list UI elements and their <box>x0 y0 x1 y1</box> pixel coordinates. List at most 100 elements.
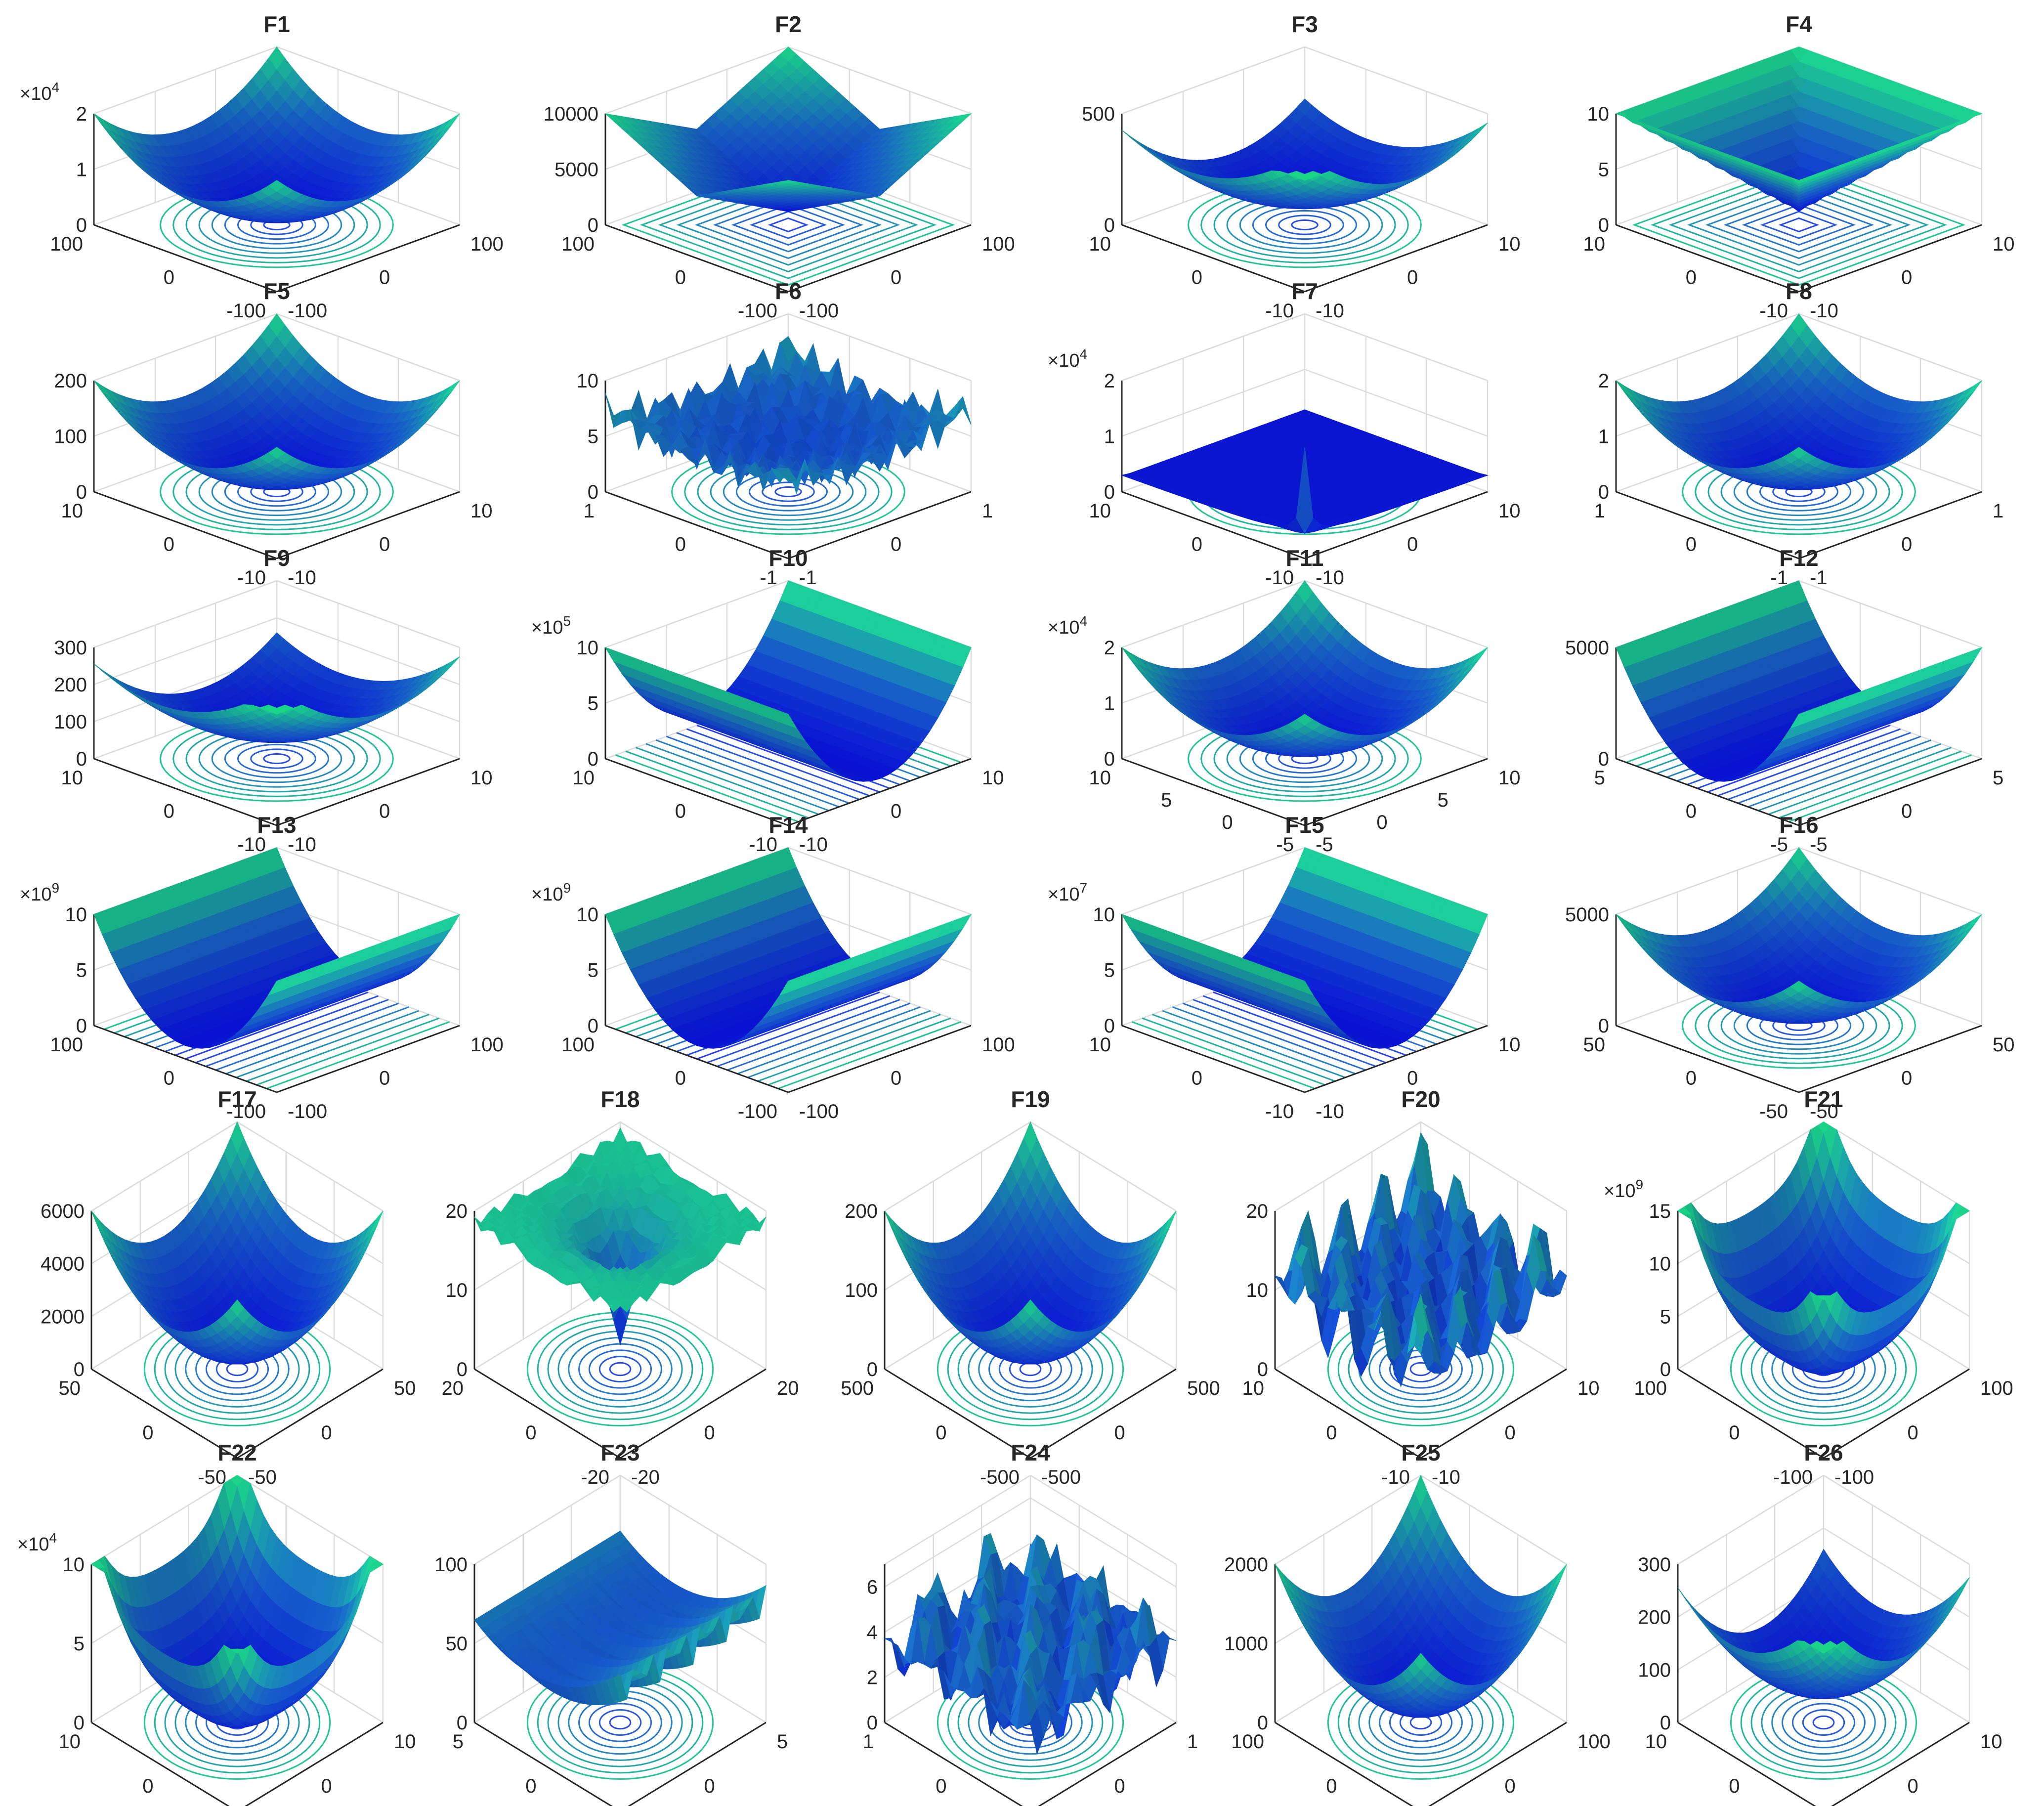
panel-title: F9 <box>263 545 290 571</box>
surface <box>1121 98 1488 210</box>
z-tick-label: 200 <box>54 370 87 392</box>
z-tick-label: 10 <box>577 637 599 659</box>
surface-patch <box>442 656 460 672</box>
panel-title: F1 <box>263 11 290 37</box>
z-tick-label: 100 <box>54 426 87 448</box>
x-tick-label: 10 <box>470 500 493 522</box>
x-tick-label: 100 <box>982 233 1015 255</box>
x-tick-label: 1 <box>1993 500 2003 522</box>
y-tick-label: 10 <box>1583 233 1606 255</box>
panel-title: F2 <box>775 11 802 37</box>
y-tick-label: 1 <box>584 500 595 522</box>
y-tick-label: 0 <box>164 801 174 822</box>
y-tick-label: 1 <box>1594 500 1605 522</box>
y-tick-label: 0 <box>164 267 174 289</box>
x-tick-label: 0 <box>379 534 390 556</box>
z-tick-label: 5 <box>1598 159 1609 181</box>
y-tick-label: -10 <box>237 567 266 589</box>
y-tick-label: 0 <box>675 267 686 289</box>
z-tick-label: 10 <box>577 370 599 392</box>
contour-line <box>625 750 809 819</box>
surface <box>1616 313 1982 490</box>
contour-line <box>1278 215 1331 235</box>
contour-line <box>263 753 291 765</box>
y-tick-label: 0 <box>675 534 686 556</box>
panel-title: F4 <box>1786 11 1812 37</box>
x-tick-label: 0 <box>891 534 901 556</box>
contour-line <box>1778 217 1820 233</box>
x-tick-label: 1 <box>982 500 993 522</box>
y-tick-label: 100 <box>561 233 595 255</box>
surface <box>1120 409 1489 534</box>
z-tick-label: 5000 <box>554 159 598 181</box>
z-tick-label: 0 <box>76 215 87 236</box>
x-tick-label: -10 <box>1316 300 1344 322</box>
y-tick-label: 100 <box>50 233 83 255</box>
x-tick-label: 10 <box>1498 500 1521 522</box>
surface <box>93 313 460 490</box>
x-tick-label: -100 <box>799 300 839 322</box>
contour-line <box>250 748 303 769</box>
surface <box>93 632 460 743</box>
contour-line <box>713 197 864 253</box>
y-tick-label: 0 <box>164 534 174 556</box>
panel-title: F7 <box>1291 278 1318 304</box>
y-tick-label: 0 <box>1686 267 1697 289</box>
z-tick-label: 5 <box>588 693 598 715</box>
x-tick-label: 10 <box>1498 233 1521 255</box>
y-tick-label: 10 <box>61 767 84 789</box>
panel-title: F5 <box>263 278 290 304</box>
contour-line <box>762 481 815 502</box>
contour-line <box>676 184 900 266</box>
contour-line <box>658 177 919 273</box>
z-tick-label: 300 <box>54 637 87 659</box>
y-tick-label: 10 <box>61 500 84 522</box>
x-tick-label: 0 <box>379 267 390 289</box>
z-exponent-label: ×104 <box>20 80 59 104</box>
y-tick-label: -10 <box>1759 300 1788 322</box>
x-tick-label: 0 <box>1901 534 1912 556</box>
z-tick-label: 1 <box>1598 426 1609 448</box>
contour-line <box>767 217 809 233</box>
y-tick-label: 10 <box>1089 233 1111 255</box>
x-tick-label: 0 <box>1901 267 1912 289</box>
contour-line <box>694 190 882 259</box>
x-tick-label: 0 <box>1407 267 1418 289</box>
z-exponent-label: ×104 <box>1048 346 1087 371</box>
surface <box>604 580 972 782</box>
z-tick-label: 2 <box>1598 370 1609 392</box>
panel-title: F8 <box>1786 278 1812 304</box>
x-tick-label: 0 <box>1407 534 1418 556</box>
y-tick-label: -100 <box>738 300 777 322</box>
y-tick-label: -10 <box>1265 300 1294 322</box>
y-axis <box>276 224 460 293</box>
z-tick-label: 100 <box>54 711 87 733</box>
panel-title: F6 <box>775 278 802 304</box>
y-tick-label: 0 <box>1192 534 1202 556</box>
z-exponent-label: ×105 <box>531 613 571 638</box>
floor-contours <box>621 164 955 286</box>
x-tick-label: 100 <box>470 233 504 255</box>
x-tick-label: -10 <box>288 567 316 589</box>
contour-line <box>224 739 330 778</box>
z-tick-label: 500 <box>1082 103 1115 125</box>
panel-title: F10 <box>768 545 808 571</box>
z-tick-label: 2 <box>76 103 87 125</box>
y-tick-label: 0 <box>1192 267 1202 289</box>
z-tick-label: 1 <box>1104 426 1115 448</box>
surface <box>1615 46 1983 213</box>
x-tick-label: 10 <box>1993 233 2015 255</box>
contour-line <box>1760 211 1838 239</box>
x-tick-label: -100 <box>288 300 327 322</box>
contour-line <box>731 204 846 246</box>
contour-line <box>1291 219 1319 231</box>
z-tick-label: 10000 <box>544 103 598 125</box>
